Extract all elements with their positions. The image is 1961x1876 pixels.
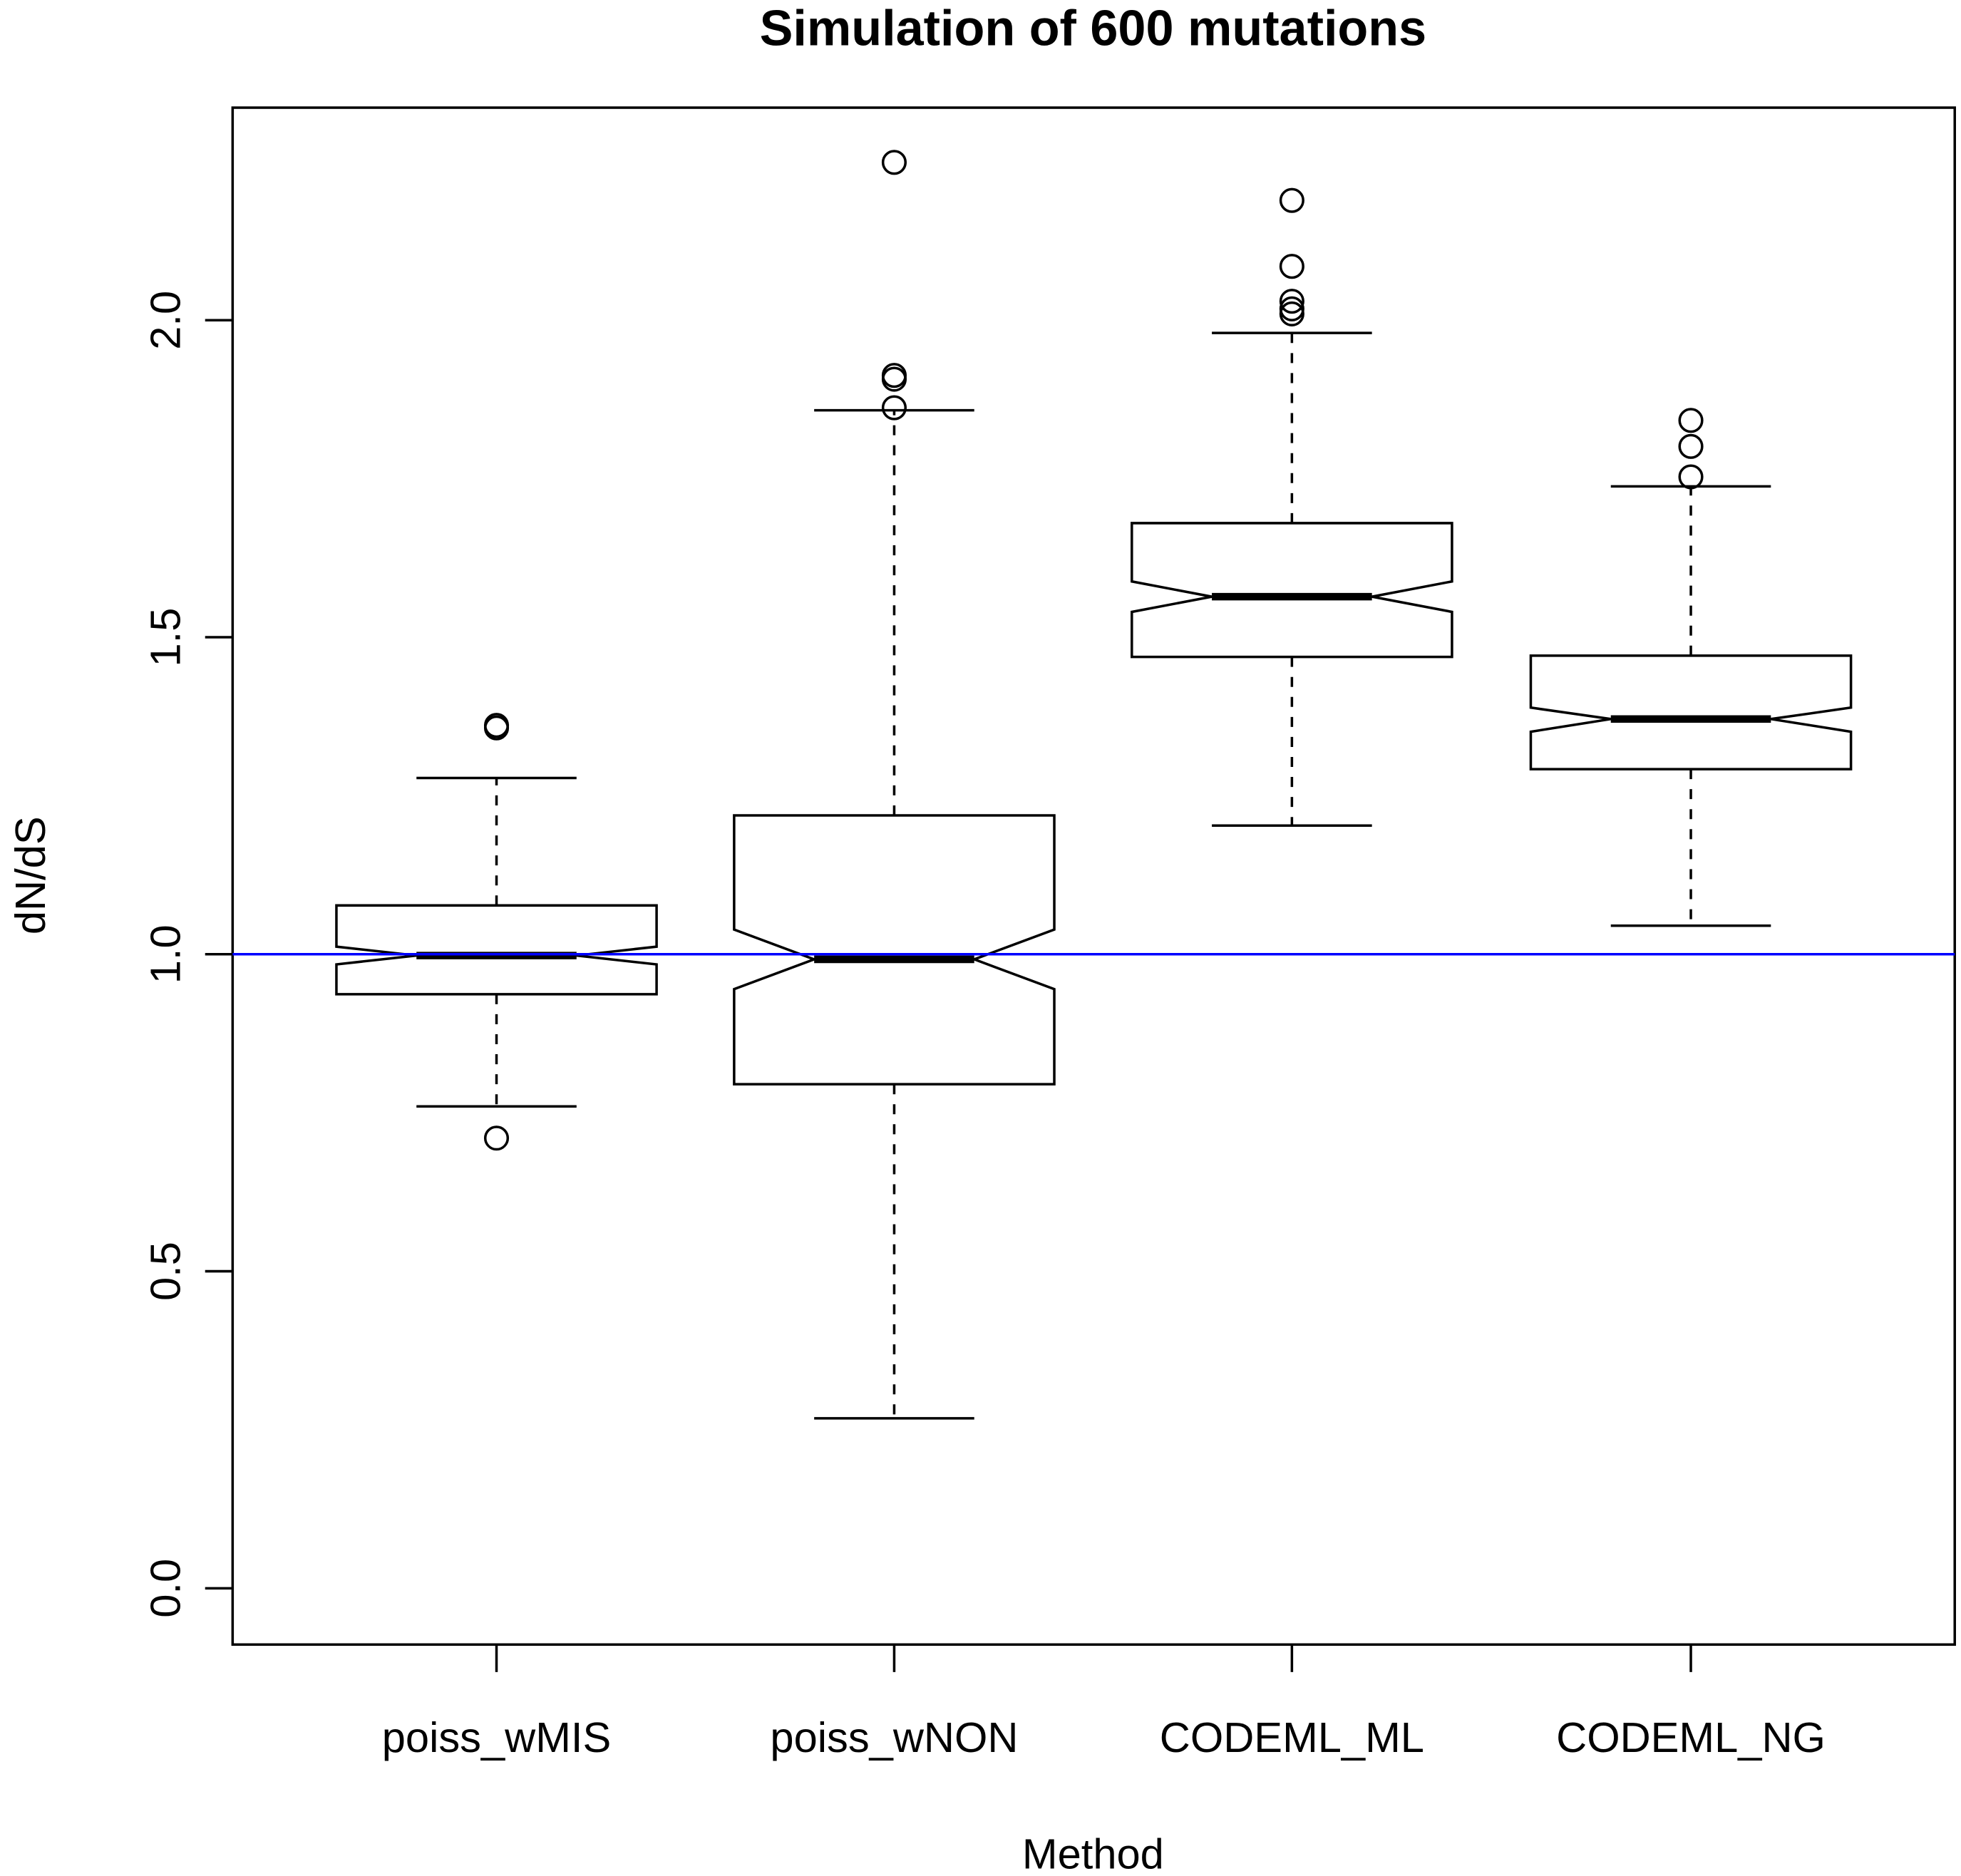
box-poiss_wNON [733,150,1056,1420]
y-axis: 0.0 0.5 1.0 1.5 2.0 [142,291,233,1618]
outlier-point [1279,289,1304,314]
outlier-point [1279,254,1304,279]
notched-box [1131,522,1453,659]
y-tick-label: 1.0 [142,924,190,984]
notched-box [335,904,658,996]
y-tick-label: 1.5 [142,608,190,667]
x-tick-label: poiss_wMIS [382,1713,612,1761]
outlier-point [881,150,907,175]
box-poiss_wMIS [335,713,658,1151]
x-tick-label: poiss_wNON [770,1713,1018,1761]
outlier-point [1678,433,1704,459]
box-CODEML_ML [1131,187,1453,827]
outlier-point [881,366,907,392]
outlier-point [1678,464,1704,490]
notched-box [1529,654,1853,770]
y-axis-label: dN/dS [6,816,54,934]
x-tick-label: CODEML_ML [1160,1713,1424,1761]
x-tick-label: CODEML_NG [1556,1713,1826,1761]
outlier-point [483,1125,510,1151]
y-tick-label: 0.0 [142,1559,190,1618]
outlier-point [1279,187,1304,213]
outlier-point [483,713,510,738]
notched-box [733,814,1056,1086]
outlier-point [1678,408,1704,433]
x-axis-label: Method [1022,1830,1164,1876]
y-tick-label: 0.5 [142,1242,190,1301]
chart-title: Simulation of 600 mutations [760,0,1427,56]
outlier-point [1279,301,1304,326]
x-axis: poiss_wMIS poiss_wNON CODEML_ML CODEML_NG [382,1644,1826,1761]
outlier-point [881,395,907,421]
plot-frame [231,106,1956,1646]
box-CODEML_NG [1529,408,1853,927]
y-tick-label: 2.0 [142,291,190,350]
boxes [335,150,1853,1420]
